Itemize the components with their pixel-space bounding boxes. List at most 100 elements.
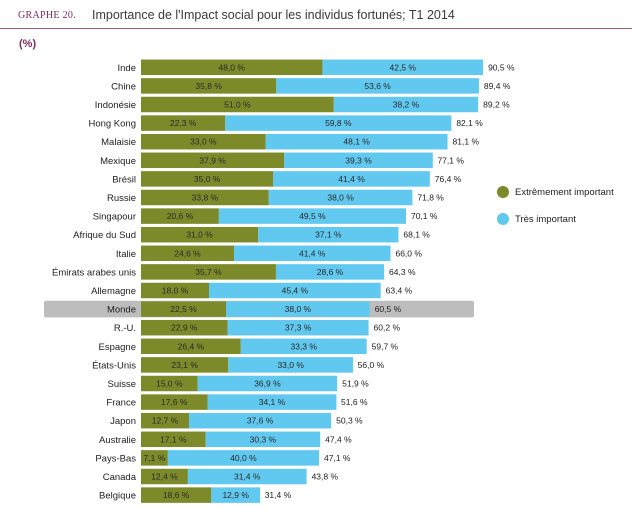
value-label-extremement-important-australie: 17,1 % [160,434,187,444]
bar-extremement-important-allemagne [141,282,210,299]
value-label-tres-important-belgique: 12,9 % [222,490,249,500]
total-label-emirats-arabes-unis: 64,3 % [389,267,416,277]
bar-extremement-important-canada [141,468,188,485]
value-label-tres-important-russie: 38,0 % [327,193,354,203]
category-label-suisse: Suisse [107,379,136,390]
bar-tres-important-mexique [284,152,433,169]
value-label-extremement-important-indonesie: 51,0 % [224,100,251,110]
bar-extremement-important-r-u [141,319,228,336]
category-label-emirats-arabes-unis: Émirats arabes unis [52,267,136,278]
value-label-extremement-important-belgique: 18,6 % [163,490,190,500]
value-label-tres-important-inde: 42,5 % [390,62,417,72]
value-label-extremement-important-russie: 33,8 % [192,193,219,203]
value-label-tres-important-pays-bas: 40,0 % [230,453,257,463]
value-label-tres-important-malaisie: 48,1 % [343,137,370,147]
total-label-pays-bas: 47,1 % [324,453,351,463]
category-label-etats-unis: États-Unis [92,360,136,371]
bar-tres-important-japon [189,412,332,429]
value-label-tres-important-canada: 31,4 % [234,472,261,482]
value-label-tres-important-mexique: 39,3 % [345,155,372,165]
category-label-bresil: Brésil [112,174,136,185]
bar-tres-important-canada [187,468,307,485]
value-label-tres-important-monde: 38,0 % [285,304,312,314]
graph-number-label: GRAPHE 20. [18,10,77,21]
value-label-extremement-important-r-u: 22,9 % [171,323,198,333]
bar-extremement-important-australie [141,431,206,448]
total-label-allemagne: 63,4 % [386,286,413,296]
bar-extremement-important-malaisie [141,133,266,150]
total-label-suisse: 51,9 % [342,379,369,389]
value-label-extremement-important-france: 17,6 % [161,397,188,407]
category-label-afrique-du-sud: Afrique du Sud [73,230,136,241]
bar-tres-important-france [207,394,337,410]
total-label-australie: 47,4 % [325,434,352,444]
value-label-tres-important-chine: 53,6 % [364,81,391,91]
value-label-tres-important-suisse: 36,9 % [254,379,281,389]
bar-tres-important-pays-bas [167,450,320,466]
legend-item-extremement-important: Extrêmement important [497,184,614,200]
bar-extremement-important-espagne [141,338,241,355]
value-label-tres-important-etats-unis: 33,0 % [277,360,304,370]
value-label-tres-important-australie: 30,3 % [250,434,277,444]
bar-extremement-important-italie [141,245,234,262]
legend-swatch [497,213,509,225]
value-label-extremement-important-malaisie: 33,0 % [190,137,217,147]
total-label-r-u: 60,2 % [374,323,401,333]
category-label-italie: Italie [116,249,136,260]
bar-extremement-important-chine [141,78,277,94]
chart-header: GRAPHE 20. Importance de l'Impact social… [10,6,630,26]
value-label-extremement-important-afrique-du-sud: 31,0 % [186,230,213,240]
bar-tres-important-australie [205,431,321,448]
category-label-espagne: Espagne [98,342,136,353]
legend-label: Extrêmement important [515,186,614,198]
bar-tres-important-espagne [240,338,367,355]
value-label-tres-important-espagne: 33,3 % [290,341,317,351]
total-label-russie: 71,8 % [417,193,444,203]
value-label-tres-important-emirats-arabes-unis: 28,6 % [317,267,344,277]
bar-tres-important-r-u [227,319,369,336]
value-label-extremement-important-mexique: 37,9 % [199,155,226,165]
total-label-etats-unis: 56,0 % [358,360,385,370]
category-label-pays-bas: Pays-Bas [95,453,136,464]
category-label-chine: Chine [111,81,136,92]
value-label-extremement-important-etats-unis: 23,1 % [171,360,198,370]
value-label-extremement-important-suisse: 15,0 % [156,379,183,389]
value-label-extremement-important-espagne: 26,4 % [178,341,205,351]
category-label-japon: Japon [110,416,136,427]
value-label-tres-important-italie: 41,4 % [299,248,326,258]
value-label-tres-important-hong-kong: 59,8 % [325,118,352,128]
value-label-extremement-important-hong-kong: 22,3 % [170,118,197,128]
bar-extremement-important-suisse [141,375,198,392]
total-label-singapour: 70,1 % [411,211,438,221]
total-label-canada: 43,8 % [312,472,339,482]
category-label-hong-kong: Hong Kong [88,119,136,130]
bar-extremement-important-france [141,394,208,410]
bar-tres-important-allemagne [209,282,381,299]
total-label-france: 51,6 % [341,397,368,407]
value-label-tres-important-singapour: 49,5 % [299,211,326,221]
total-label-inde: 90,5 % [488,62,515,72]
bar-extremement-important-russie [141,189,269,206]
total-label-chine: 89,4 % [484,81,511,91]
value-label-extremement-important-inde: 48,0 % [218,62,245,72]
category-label-russie: Russie [107,193,136,204]
bar-tres-important-indonesie [333,96,479,113]
bar-extremement-important-singapour [141,208,219,224]
value-label-tres-important-france: 34,1 % [259,397,286,407]
bar-extremement-important-japon [141,412,190,429]
total-label-hong-kong: 82,1 % [456,118,483,128]
bar-tres-important-italie [233,245,391,262]
bar-tres-important-inde [322,59,484,76]
total-label-belgique: 31,4 % [265,490,292,500]
total-label-mexique: 77,1 % [437,155,464,165]
category-label-france: France [106,398,136,409]
header-divider [0,28,632,29]
bar-extremement-important-hong-kong [141,115,226,131]
value-label-tres-important-r-u: 37,3 % [285,323,312,333]
bar-extremement-important-etats-unis [141,357,229,373]
bar-extremement-important-mexique [141,152,285,169]
legend-swatch [497,186,509,198]
value-label-tres-important-indonesie: 38,2 % [393,100,420,110]
category-label-r-u: R.-U. [114,323,136,334]
chart-legend: Extrêmement important Très important [497,184,614,238]
